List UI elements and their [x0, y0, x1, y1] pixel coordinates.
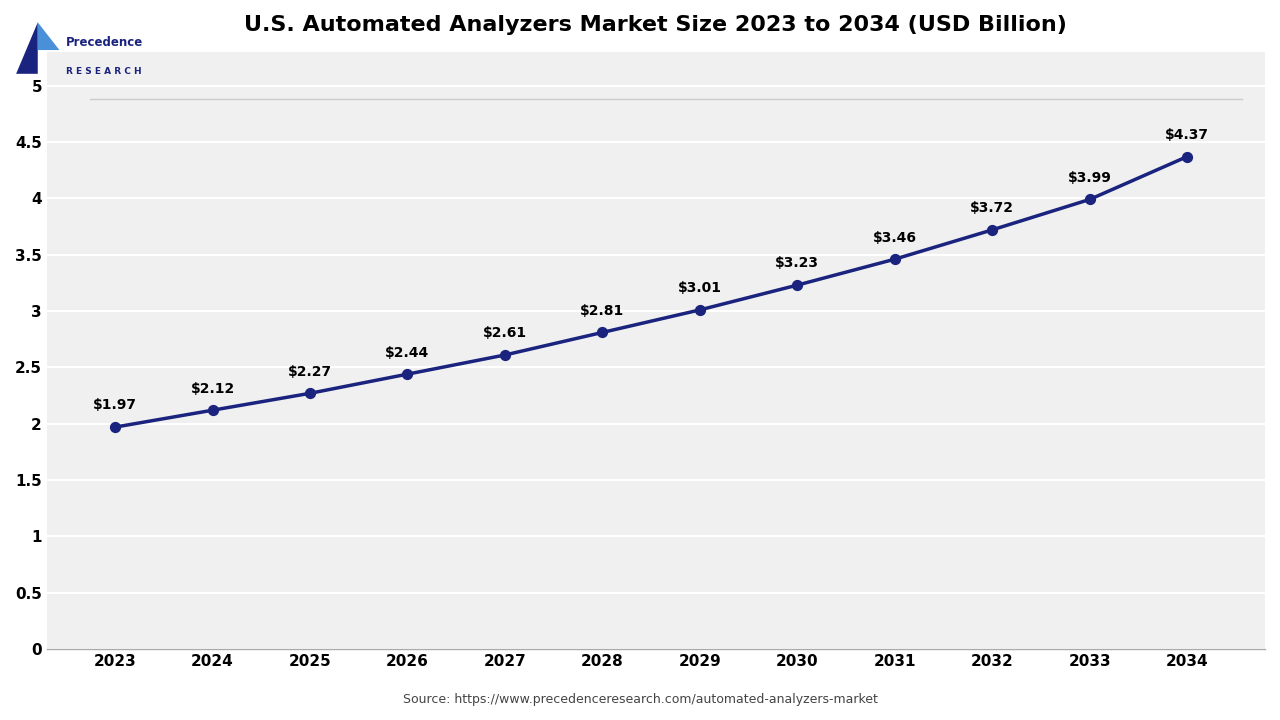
Point [494, 349, 515, 361]
Text: $3.99: $3.99 [1068, 171, 1111, 185]
Text: $3.46: $3.46 [873, 230, 916, 245]
Point [1176, 151, 1197, 163]
Point [105, 421, 125, 433]
Point [397, 369, 417, 380]
Polygon shape [17, 22, 38, 73]
Point [202, 405, 223, 416]
Text: $1.97: $1.97 [93, 398, 137, 413]
Text: $2.27: $2.27 [288, 364, 332, 379]
Point [300, 387, 320, 399]
Text: $2.61: $2.61 [483, 326, 527, 341]
Point [787, 279, 808, 291]
Text: $2.44: $2.44 [385, 346, 430, 359]
Title: U.S. Automated Analyzers Market Size 2023 to 2034 (USD Billion): U.S. Automated Analyzers Market Size 202… [244, 15, 1068, 35]
Text: $2.12: $2.12 [191, 382, 234, 395]
Text: $4.37: $4.37 [1165, 128, 1210, 142]
Point [884, 253, 905, 265]
Text: Source: https://www.precedenceresearch.com/automated-analyzers-market: Source: https://www.precedenceresearch.c… [403, 693, 877, 706]
Point [1079, 194, 1100, 205]
Text: $2.81: $2.81 [580, 304, 625, 318]
Text: R E S E A R C H: R E S E A R C H [67, 67, 142, 76]
Point [982, 224, 1002, 235]
Text: $3.72: $3.72 [970, 202, 1014, 215]
Point [593, 327, 613, 338]
Polygon shape [38, 22, 59, 50]
Point [690, 304, 710, 315]
Text: $3.23: $3.23 [776, 256, 819, 271]
Text: $3.01: $3.01 [678, 282, 722, 295]
Text: Precedence: Precedence [67, 35, 143, 49]
